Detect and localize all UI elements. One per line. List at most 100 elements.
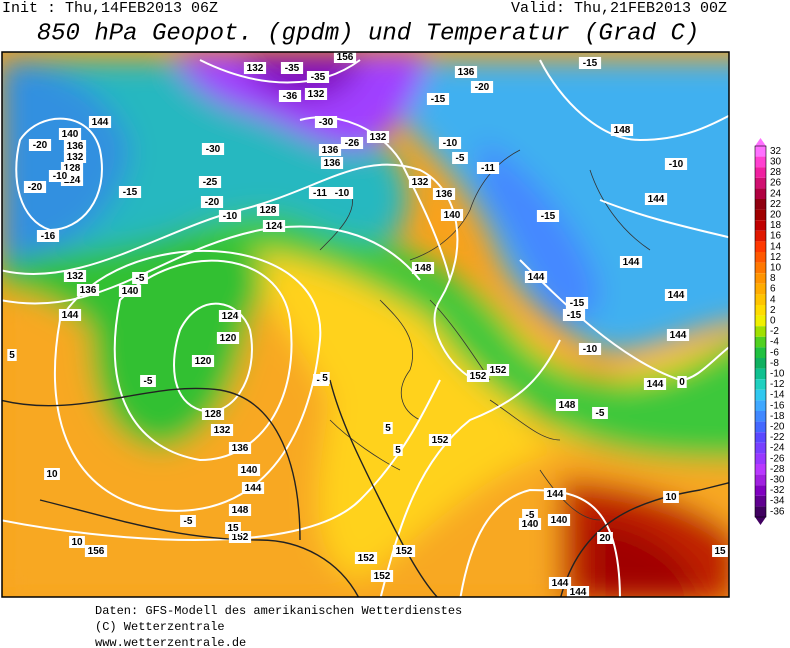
legend-label: 18 — [770, 220, 782, 231]
contour-label-bg — [228, 504, 252, 516]
contour-label-bg — [643, 378, 667, 390]
contour-label: 140 — [444, 210, 461, 221]
legend-label: -24 — [770, 443, 785, 454]
contour-label-bg — [452, 152, 468, 164]
contour-label-bg — [411, 262, 435, 274]
legend-label: -26 — [770, 453, 785, 464]
contour-label-bg — [278, 90, 302, 102]
contour-label: 132 — [67, 152, 84, 163]
contour-label: 136 — [232, 443, 249, 454]
contour-label: -5 — [144, 376, 153, 387]
contour-label-bg — [664, 158, 688, 170]
contour-label: 10 — [46, 469, 58, 480]
contour-label: 148 — [614, 125, 631, 136]
contour-label: 148 — [559, 400, 576, 411]
contour-label: 152 — [490, 365, 507, 376]
contour-label-bg — [597, 532, 613, 544]
contour-label: -10 — [443, 138, 458, 149]
contour-label-bg — [237, 464, 261, 476]
contour-label: 132 — [247, 63, 264, 74]
contour-label-bg — [76, 284, 100, 296]
contour-label: -26 — [345, 138, 360, 149]
contour-label-bg — [518, 518, 542, 530]
legend-label: -14 — [770, 390, 785, 401]
contour-label: 140 — [241, 465, 258, 476]
contour-label-bg — [438, 137, 462, 149]
legend-swatch — [755, 421, 766, 433]
contour-label: 136 — [80, 285, 97, 296]
contour-label: 128 — [64, 163, 81, 174]
contour-label: -11 — [481, 163, 495, 174]
contour-label-bg — [470, 81, 494, 93]
contour-label-bg — [476, 162, 500, 174]
legend-swatch — [755, 262, 766, 274]
legend-swatch — [755, 347, 766, 358]
footer-source: Daten: GFS-Modell des amerikanischen Wet… — [95, 604, 462, 618]
contour-label: 152 — [358, 553, 375, 564]
contour-label: -20 — [475, 82, 490, 93]
legend-label: -16 — [770, 400, 785, 411]
contour-label-bg — [228, 442, 252, 454]
contour-label-bg — [198, 176, 222, 188]
contour-label-bg — [7, 349, 17, 361]
contour-label-bg — [201, 408, 225, 420]
legend-label: 26 — [770, 178, 782, 189]
contour-label-bg — [88, 116, 112, 128]
contour-label: 15 — [714, 546, 726, 557]
contour-label-bg — [408, 176, 432, 188]
contour-label: 152 — [374, 571, 391, 582]
legend-swatch — [755, 315, 766, 327]
legend-swatch — [755, 167, 766, 178]
contour-label: -20 — [205, 197, 220, 208]
legend-swatch — [755, 400, 766, 411]
contour-label: 15 — [227, 523, 239, 534]
contour-label: -15 — [123, 187, 138, 198]
contour-label: -10 — [335, 188, 350, 199]
contour-label: -5 — [526, 510, 535, 521]
contour-label: 124 — [222, 311, 239, 322]
contour-label-bg — [118, 285, 142, 297]
legend-label: 12 — [770, 252, 782, 263]
legend-swatch — [755, 442, 766, 454]
contour-label-bg — [547, 514, 571, 526]
contour-label-bg — [578, 343, 602, 355]
contour-label-bg — [536, 210, 560, 222]
legend-swatch — [755, 199, 766, 210]
footer-url: www.wetterzentrale.de — [95, 636, 246, 648]
legend-swatch — [755, 379, 766, 390]
legend-label: -4 — [770, 337, 779, 348]
contour-label: 128 — [260, 205, 277, 216]
contour-label-bg — [216, 332, 240, 344]
contour-label-bg — [36, 230, 60, 242]
legend-swatch — [755, 146, 766, 157]
contour-label-bg — [426, 93, 450, 105]
contour-label: -16 — [41, 231, 56, 242]
contour-label: -10 — [583, 344, 598, 355]
contour-label-bg — [63, 270, 87, 282]
contour-label-bg — [218, 210, 242, 222]
contour-label: 5 — [395, 445, 401, 456]
contour-label: 144 — [62, 310, 79, 321]
contour-label-bg — [565, 297, 589, 309]
init-time: Init : Thu,14FEB2013 06Z — [2, 0, 218, 17]
contour-label: -11 — [313, 188, 327, 199]
contour-label: -36 — [283, 91, 298, 102]
contour-label-bg — [366, 131, 390, 143]
legend-swatch — [755, 495, 766, 507]
contour-label: 144 — [570, 587, 587, 598]
contour-label-bg — [666, 329, 690, 341]
contour-label: -25 — [203, 177, 218, 188]
contour-label: 10 — [665, 492, 677, 503]
contour-label: 10 — [71, 537, 83, 548]
valid-time: Valid: Thu,21FEB2013 00Z — [511, 0, 727, 17]
contour-label-bg — [58, 128, 82, 140]
legend-label: 10 — [770, 263, 782, 274]
legend-label: -12 — [770, 379, 785, 390]
contour-label: 144 — [92, 117, 109, 128]
contour-label: -30 — [319, 117, 334, 128]
legend-label: -34 — [770, 496, 785, 507]
legend-label: 22 — [770, 199, 782, 210]
contour-label-bg — [304, 88, 328, 100]
contour-label-bg — [370, 570, 394, 582]
contour-label-bg — [218, 310, 242, 322]
